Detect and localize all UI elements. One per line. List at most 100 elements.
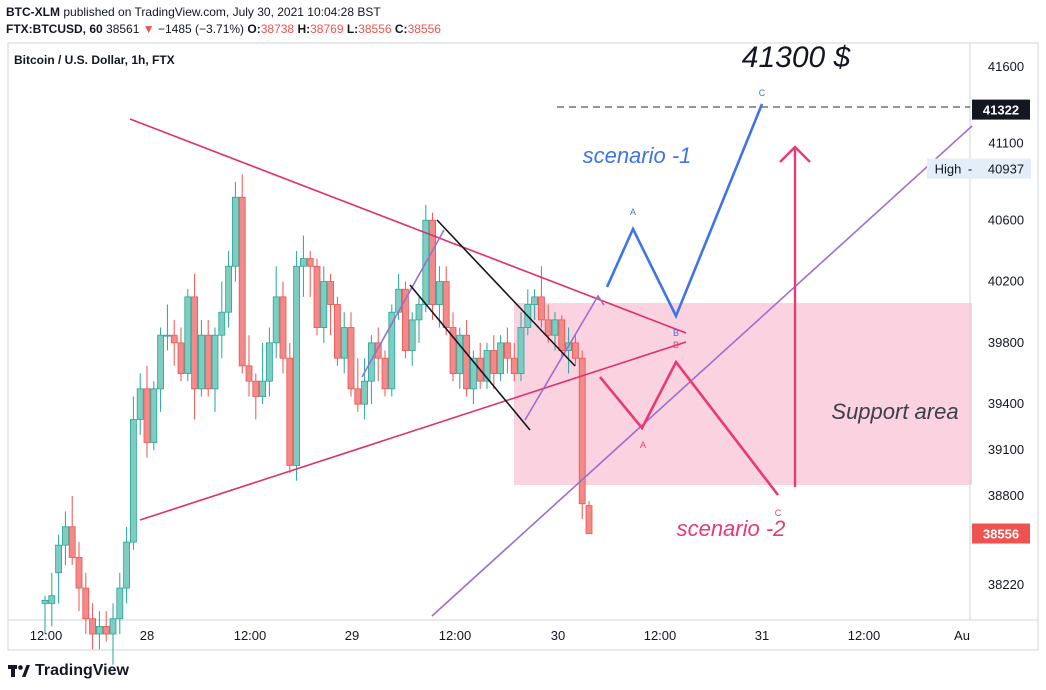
candle[interactable] <box>469 350 477 405</box>
scenario1-path[interactable] <box>605 103 764 320</box>
candle[interactable] <box>123 526 130 604</box>
candle[interactable] <box>585 500 593 534</box>
candle[interactable] <box>299 235 307 297</box>
candle[interactable] <box>109 603 117 665</box>
price-tick-label: 39400 <box>988 396 1024 411</box>
candle[interactable] <box>89 603 96 650</box>
candle[interactable] <box>102 611 110 642</box>
purple-rally-line[interactable] <box>361 229 445 378</box>
candle[interactable] <box>572 335 579 366</box>
triangle-lower-line[interactable] <box>139 341 687 521</box>
candle[interactable] <box>184 289 192 382</box>
candle[interactable] <box>55 534 62 604</box>
candle[interactable] <box>279 281 287 374</box>
candle[interactable] <box>245 335 253 397</box>
candle[interactable] <box>143 365 151 458</box>
candle[interactable] <box>231 181 239 282</box>
candle[interactable] <box>293 250 301 481</box>
candle[interactable] <box>429 212 437 320</box>
candle-body <box>299 258 307 267</box>
s1-wave-b: B <box>673 328 679 338</box>
black-channel-lower[interactable] <box>409 284 531 431</box>
high-value: 38769 <box>310 22 344 36</box>
candle[interactable] <box>41 595 49 635</box>
candle[interactable] <box>333 296 341 366</box>
candle[interactable] <box>170 319 178 366</box>
candle[interactable] <box>476 342 484 389</box>
candle[interactable] <box>347 312 355 397</box>
candle[interactable] <box>157 327 165 412</box>
candle[interactable] <box>238 174 246 374</box>
candle[interactable] <box>544 304 552 343</box>
candle-body <box>204 334 212 390</box>
candle[interactable] <box>252 373 260 420</box>
candle[interactable] <box>374 327 382 382</box>
candle[interactable] <box>463 319 471 397</box>
triangle-upper-line[interactable] <box>129 118 687 334</box>
candle[interactable] <box>197 319 205 397</box>
purple-wedge-line[interactable] <box>524 294 605 421</box>
candle[interactable] <box>442 266 450 336</box>
candle[interactable] <box>517 312 525 382</box>
candle[interactable] <box>578 350 586 520</box>
candle[interactable] <box>531 289 538 320</box>
candle[interactable] <box>62 511 69 566</box>
price-tick-label: 41100 <box>988 136 1023 151</box>
candle[interactable] <box>96 611 103 650</box>
scenario1-label: scenario -1 <box>583 143 692 168</box>
candle[interactable] <box>320 266 328 343</box>
candle[interactable] <box>150 381 158 451</box>
scenario2-path[interactable] <box>598 359 780 496</box>
candle[interactable] <box>75 542 83 612</box>
candle[interactable] <box>367 335 375 405</box>
candle[interactable] <box>435 266 443 328</box>
candle[interactable] <box>415 296 423 343</box>
candle[interactable] <box>354 358 362 412</box>
price-tick-label: 39100 <box>988 442 1024 457</box>
candle[interactable] <box>163 304 171 351</box>
candle[interactable] <box>327 273 335 336</box>
candle[interactable] <box>503 327 511 374</box>
candle[interactable] <box>408 312 416 366</box>
candle-body <box>572 342 579 359</box>
candle[interactable] <box>401 281 409 359</box>
channel-line[interactable] <box>431 125 973 617</box>
candle-body <box>483 350 491 382</box>
high-price-tag <box>927 158 1031 179</box>
tradingview-logo[interactable]: TradingView <box>8 662 129 680</box>
candle[interactable] <box>136 373 144 435</box>
candle[interactable] <box>191 273 199 420</box>
candle[interactable] <box>204 319 212 397</box>
candle[interactable] <box>259 342 267 405</box>
black-channel-upper[interactable] <box>436 219 576 367</box>
publisher-name[interactable]: BTC-XLM <box>6 5 60 19</box>
candle[interactable] <box>361 358 369 420</box>
candle[interactable] <box>272 266 280 359</box>
candle[interactable] <box>340 312 348 374</box>
candle[interactable] <box>218 281 226 359</box>
candle[interactable] <box>286 342 294 474</box>
candle[interactable] <box>483 342 491 389</box>
candle[interactable] <box>456 327 464 389</box>
candle-body <box>143 388 151 443</box>
candle[interactable] <box>510 342 518 382</box>
candle[interactable] <box>116 572 124 635</box>
candle[interactable] <box>306 250 314 297</box>
candle[interactable] <box>177 327 185 382</box>
candle[interactable] <box>538 266 545 328</box>
candle[interactable] <box>490 335 498 389</box>
candle[interactable] <box>82 572 90 635</box>
candle[interactable] <box>265 327 273 397</box>
candle[interactable] <box>48 572 56 627</box>
candle[interactable] <box>313 258 321 336</box>
candle[interactable] <box>211 327 219 412</box>
candle[interactable] <box>225 250 233 328</box>
candle[interactable] <box>68 496 76 566</box>
candle-body <box>340 327 348 359</box>
candle[interactable] <box>449 312 457 382</box>
candle[interactable] <box>381 350 389 397</box>
candle[interactable] <box>388 304 396 397</box>
candle[interactable] <box>129 396 137 550</box>
candle[interactable] <box>497 335 505 382</box>
